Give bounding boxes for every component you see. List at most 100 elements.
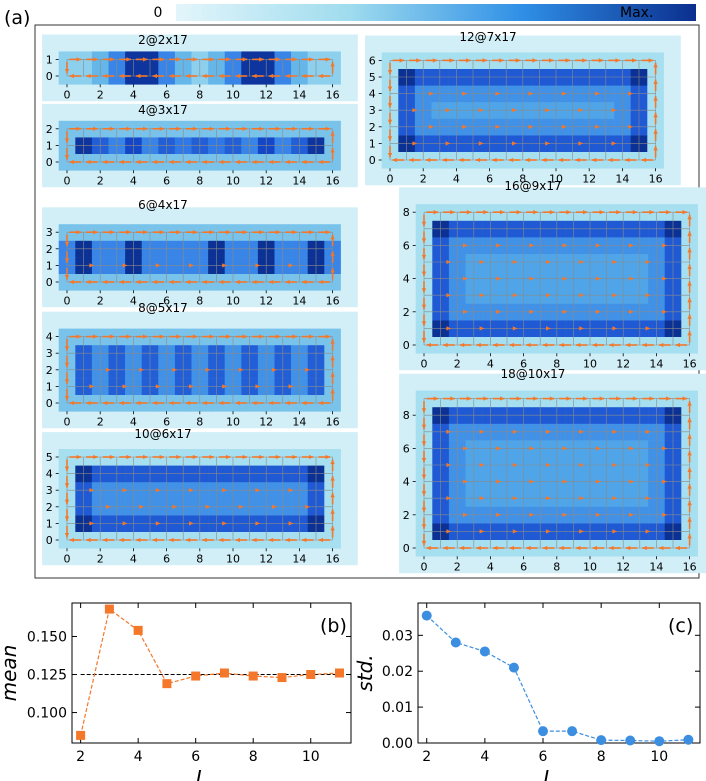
heatmap-cell bbox=[631, 373, 649, 391]
current-arrow-head bbox=[64, 499, 70, 505]
current-arrow-head bbox=[102, 537, 108, 543]
current-arrow-head bbox=[89, 488, 94, 493]
current-arrow-head bbox=[301, 159, 307, 165]
heatmap-cell bbox=[75, 207, 93, 225]
current-arrow-head bbox=[542, 342, 548, 348]
y-tick-label: 1 bbox=[46, 259, 53, 272]
heatmap-cell bbox=[531, 353, 549, 371]
heatmap-cell bbox=[58, 170, 76, 188]
current-arrow-head bbox=[255, 384, 260, 389]
current-arrow-head bbox=[275, 454, 281, 460]
x-tick-label: 2 bbox=[422, 749, 431, 765]
current-arrow-head bbox=[318, 73, 323, 79]
current-arrow-head bbox=[330, 372, 335, 377]
heatmap-cell bbox=[158, 103, 176, 121]
current-arrow-head bbox=[508, 157, 514, 163]
heatmap-cell bbox=[340, 465, 358, 483]
current-arrow-head bbox=[209, 334, 214, 339]
current-arrow-head bbox=[185, 279, 191, 285]
heatmap-cell bbox=[208, 548, 225, 566]
heatmap-cell bbox=[515, 373, 533, 391]
heatmap-cell bbox=[399, 440, 416, 457]
heatmap-cell bbox=[257, 84, 275, 102]
current-arrow-head bbox=[516, 396, 522, 401]
heatmap-cell bbox=[191, 411, 209, 429]
current-arrow-head bbox=[545, 429, 551, 434]
current-arrow-head bbox=[86, 159, 91, 165]
current-arrow-head bbox=[202, 400, 207, 406]
data-point bbox=[596, 735, 607, 746]
current-arrow-head bbox=[330, 355, 335, 361]
heatmap-cell bbox=[257, 170, 275, 188]
heatmap-cell bbox=[399, 423, 416, 441]
current-arrow-head bbox=[69, 400, 74, 406]
heatmap-cell bbox=[291, 34, 308, 52]
x-tick-label: 6 bbox=[163, 174, 170, 187]
current-arrow-head bbox=[202, 159, 207, 165]
heatmap-cell bbox=[158, 311, 176, 329]
heatmap-cell bbox=[241, 170, 259, 188]
current-arrow-head bbox=[675, 545, 680, 551]
data-point bbox=[162, 679, 172, 689]
heatmap-cell bbox=[274, 432, 292, 449]
current-arrow-head bbox=[202, 537, 207, 543]
heatmap-cell bbox=[531, 35, 548, 53]
current-arrow-head bbox=[143, 334, 148, 339]
y-tick-label: 0 bbox=[46, 397, 53, 410]
y-tick-label: 2 bbox=[46, 501, 53, 514]
current-arrow-head bbox=[64, 362, 70, 368]
current-arrow-head bbox=[583, 210, 588, 215]
heatmap-cell bbox=[340, 378, 358, 395]
current-arrow-head bbox=[433, 396, 439, 401]
current-arrow-head bbox=[89, 521, 94, 526]
colorbar-max-label: Max. bbox=[620, 5, 653, 21]
current-arrow-head bbox=[628, 309, 634, 314]
heatmap-cell bbox=[340, 311, 358, 329]
current-arrow-head bbox=[119, 73, 124, 79]
heatmap-cell bbox=[398, 168, 416, 186]
current-arrow-head bbox=[169, 537, 174, 543]
x-tick-label: 16 bbox=[326, 552, 340, 565]
current-arrow-head bbox=[450, 210, 455, 215]
y-axis-label: mean bbox=[0, 645, 21, 702]
heatmap-cell bbox=[108, 432, 126, 449]
heatmap-cell bbox=[465, 187, 483, 205]
current-arrow-head bbox=[387, 136, 393, 141]
heatmap-cell bbox=[399, 353, 416, 371]
heatmap-cell bbox=[108, 84, 126, 102]
current-arrow-head bbox=[126, 57, 131, 62]
current-arrow-head bbox=[64, 138, 70, 143]
current-arrow-head bbox=[562, 276, 568, 281]
y-tick-label: 0.00 bbox=[382, 736, 413, 752]
current-arrow-head bbox=[545, 496, 551, 501]
current-arrow-head bbox=[446, 259, 451, 265]
x-tick-label: 10 bbox=[583, 357, 597, 370]
heatmap-cell bbox=[414, 35, 432, 53]
heatmap-cell bbox=[307, 170, 325, 188]
current-arrow-head bbox=[475, 157, 480, 163]
heatmap-cell bbox=[108, 207, 126, 225]
heatmap-cell bbox=[91, 103, 109, 121]
heatmap-cell bbox=[42, 51, 59, 68]
current-arrow-head bbox=[209, 126, 214, 131]
x-tick-label: 12 bbox=[616, 357, 630, 370]
current-arrow-head bbox=[645, 293, 651, 298]
heatmap-cell bbox=[664, 556, 682, 574]
current-arrow-head bbox=[76, 454, 82, 460]
heatmap-cell bbox=[291, 290, 308, 308]
current-arrow-head bbox=[318, 400, 323, 406]
heatmap-cell bbox=[291, 103, 308, 121]
x-tick-label: 14 bbox=[649, 560, 663, 573]
heatmap-cell bbox=[415, 556, 433, 574]
heatmap-cell bbox=[548, 187, 566, 205]
heatmap-cell bbox=[58, 34, 76, 52]
current-arrow-head bbox=[558, 157, 563, 163]
current-arrow-head bbox=[466, 396, 472, 401]
current-arrow-head bbox=[387, 119, 393, 125]
current-arrow-head bbox=[594, 124, 600, 129]
heatmap-cell bbox=[681, 187, 699, 205]
heatmap-cell bbox=[324, 84, 342, 102]
heatmap-cell bbox=[697, 556, 706, 574]
x-tick-label: 0 bbox=[64, 415, 71, 428]
current-arrow-head bbox=[292, 230, 297, 235]
